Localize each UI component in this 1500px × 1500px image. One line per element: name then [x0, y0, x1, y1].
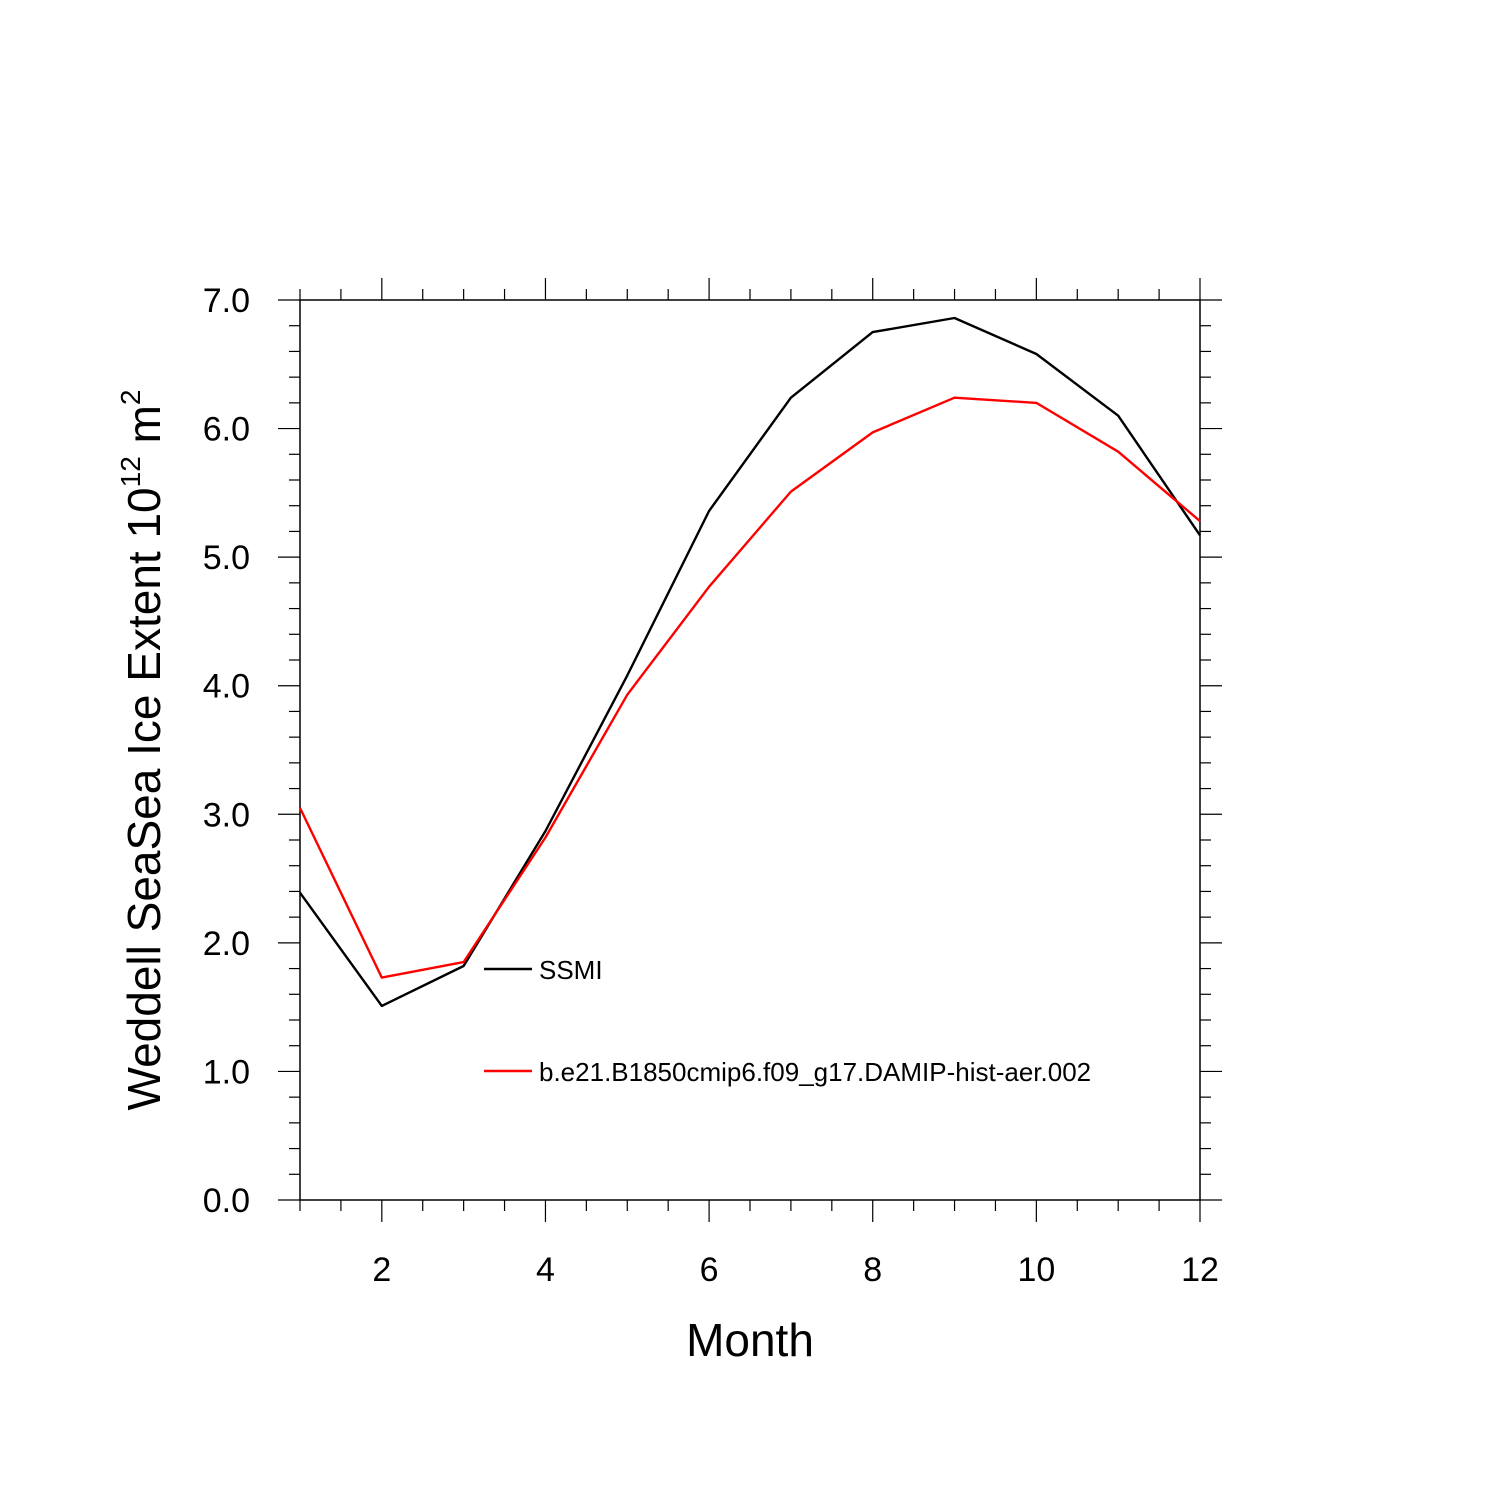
series-lines: [298, 316, 1201, 1008]
y-axis-title-exponent: 12: [115, 456, 146, 487]
y-tick-label: 6.0: [203, 411, 250, 449]
y-axis-title-unit-exponent: 2: [115, 390, 146, 406]
axis-ticks: [278, 278, 1222, 1222]
y-tick-label: 1.0: [203, 1053, 250, 1091]
y-axis-title-unit: m: [118, 405, 170, 456]
x-tick-label: 4: [536, 1251, 555, 1289]
y-axis-title-main: Weddell SeaSea Ice Extent 10: [118, 487, 170, 1110]
axis-tick-labels: 2 4 6 8 10 12 0.0 1.0 2.0 3.0 4.0 5.0 6.0 7.0: [203, 282, 1219, 1289]
legend: SSMI b.e21.B1850cmip6.f09_g17.DAMIP-hist-…: [484, 955, 1091, 1087]
y-tick-label: 0.0: [203, 1182, 250, 1220]
x-tick-label: 8: [863, 1251, 882, 1289]
legend-label: b.e21.B1850cmip6.f09_g17.DAMIP-hist-aer.…: [539, 1057, 1091, 1087]
series-line: [298, 396, 1201, 979]
series-line: [299, 316, 1201, 1008]
y-tick-label: 7.0: [203, 282, 250, 320]
x-tick-label: 2: [372, 1251, 391, 1289]
y-tick-label: 3.0: [203, 796, 250, 834]
x-axis-title: Month: [686, 1314, 814, 1366]
y-tick-label: 2.0: [203, 925, 250, 963]
legend-label: SSMI: [539, 955, 603, 985]
x-tick-label: 12: [1181, 1251, 1219, 1289]
y-tick-label: 5.0: [203, 539, 250, 577]
y-axis-title: Weddell SeaSea Ice Extent 1012 m2: [115, 390, 170, 1111]
x-tick-label: 6: [700, 1251, 719, 1289]
x-tick-label: 10: [1017, 1251, 1055, 1289]
y-tick-label: 4.0: [203, 668, 250, 706]
